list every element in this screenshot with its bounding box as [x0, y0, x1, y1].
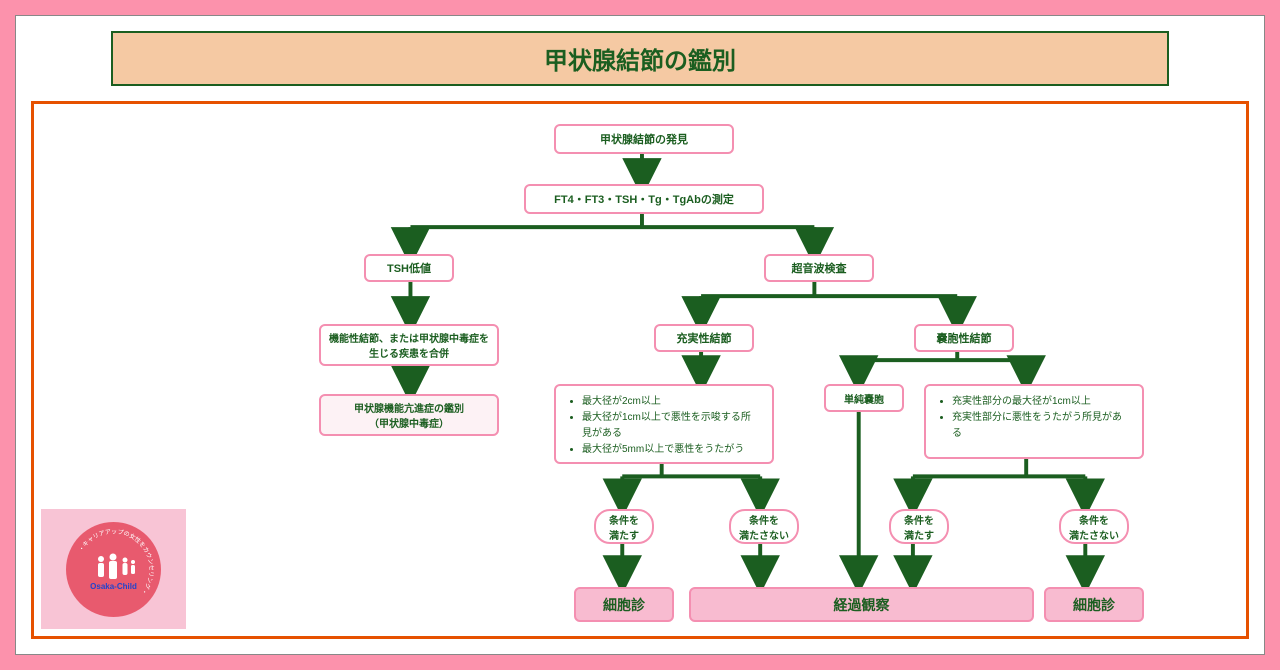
cond-meet-2: 条件を 満たす [889, 509, 949, 544]
node-discovery: 甲状腺結節の発見 [554, 124, 734, 154]
result-followup: 経過観察 [689, 587, 1034, 622]
outer-frame: 甲状腺結節の鑑別 [15, 15, 1265, 655]
cond-not-1: 条件を 満たさない [729, 509, 799, 544]
logo-badge: ・キャリアアップの女性をカウンセリング・ Osaka-Child [41, 509, 186, 629]
node-functional: 機能性結節、または甲状腺中毒症を生じる疾患を合併 [319, 324, 499, 366]
node-measurement: FT4・FT3・TSH・Tg・TgAbの測定 [524, 184, 764, 214]
logo-circle: ・キャリアアップの女性をカウンセリング・ Osaka-Child [66, 522, 161, 617]
node-solid: 充実性結節 [654, 324, 754, 352]
cond-meet-1: 条件を 満たす [594, 509, 654, 544]
chart-area: 甲状腺結節の発見 FT4・FT3・TSH・Tg・TgAbの測定 TSH低値 超音… [31, 101, 1249, 639]
solid-criteria-list: 最大径が2cm以上 最大径が1cm以上で悪性を示唆する所見がある 最大径が5mm… [568, 394, 760, 458]
node-ultrasound: 超音波検査 [764, 254, 874, 282]
cond-not-2: 条件を 満たさない [1059, 509, 1129, 544]
node-cystic-criteria: 充実性部分の最大径が1cm以上 充実性部分に悪性をうたがう所見がある [924, 384, 1144, 459]
node-tsh-low: TSH低値 [364, 254, 454, 282]
node-simple-cyst: 単純嚢胞 [824, 384, 904, 412]
result-cytology-1: 細胞診 [574, 587, 674, 622]
node-cystic: 嚢胞性結節 [914, 324, 1014, 352]
cystic-criteria-list: 充実性部分の最大径が1cm以上 充実性部分に悪性をうたがう所見がある [938, 394, 1130, 442]
node-solid-criteria: 最大径が2cm以上 最大径が1cm以上で悪性を示唆する所見がある 最大径が5mm… [554, 384, 774, 464]
node-hyper-diff: 甲状腺機能亢進症の鑑別 （甲状腺中毒症） [319, 394, 499, 436]
result-cytology-2: 細胞診 [1044, 587, 1144, 622]
logo-text: Osaka-Child [90, 582, 137, 591]
title-bar: 甲状腺結節の鑑別 [111, 31, 1169, 86]
title-text: 甲状腺結節の鑑別 [544, 48, 736, 75]
